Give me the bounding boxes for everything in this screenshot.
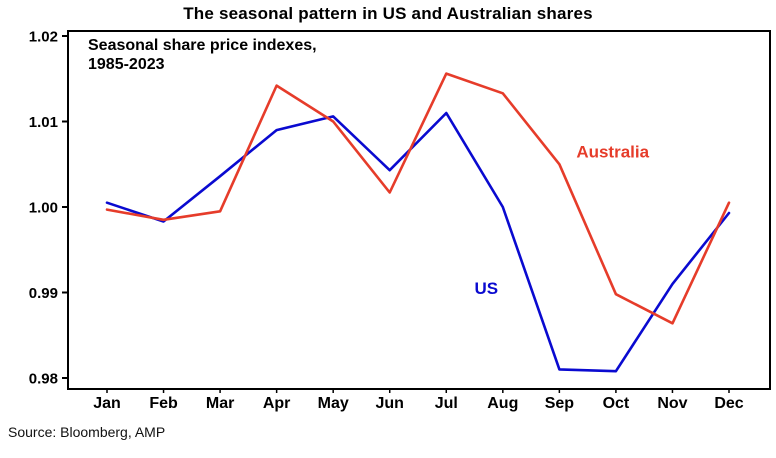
series-label-australia: Australia (576, 142, 649, 161)
x-tick-label: Nov (657, 395, 687, 412)
y-tick-label: 1.02 (29, 29, 58, 46)
y-tick-label: 1.00 (29, 200, 58, 217)
x-tick-label: Dec (714, 395, 743, 412)
plot-annotation: Seasonal share price indexes, 1985-2023 (88, 36, 317, 74)
series-line-australia (105, 72, 731, 325)
source-text: Source: Bloomberg, AMP (8, 424, 166, 440)
x-tick-label: Apr (263, 395, 291, 412)
x-tick-label: Oct (603, 395, 630, 412)
y-tick-label: 0.98 (29, 371, 58, 388)
series-label-us: US (475, 279, 499, 298)
y-tick-label: 1.01 (29, 114, 58, 131)
annotation-line-2: 1985-2023 (88, 56, 165, 73)
x-tick-label: Sep (545, 395, 575, 412)
annotation-line-1: Seasonal share price indexes, (88, 37, 317, 54)
x-tick-label: May (318, 395, 349, 412)
x-tick-label: Jul (435, 395, 458, 412)
x-tick-label: Jan (93, 395, 121, 412)
x-tick-label: Aug (487, 395, 518, 412)
series-line-us (105, 111, 731, 373)
x-tick-label: Mar (206, 395, 234, 412)
chart-title: The seasonal pattern in US and Australia… (183, 4, 593, 23)
y-tick-label: 0.99 (29, 285, 58, 302)
x-tick-label: Feb (149, 395, 178, 412)
x-tick-label: Jun (376, 395, 404, 412)
plot-border (67, 30, 771, 390)
